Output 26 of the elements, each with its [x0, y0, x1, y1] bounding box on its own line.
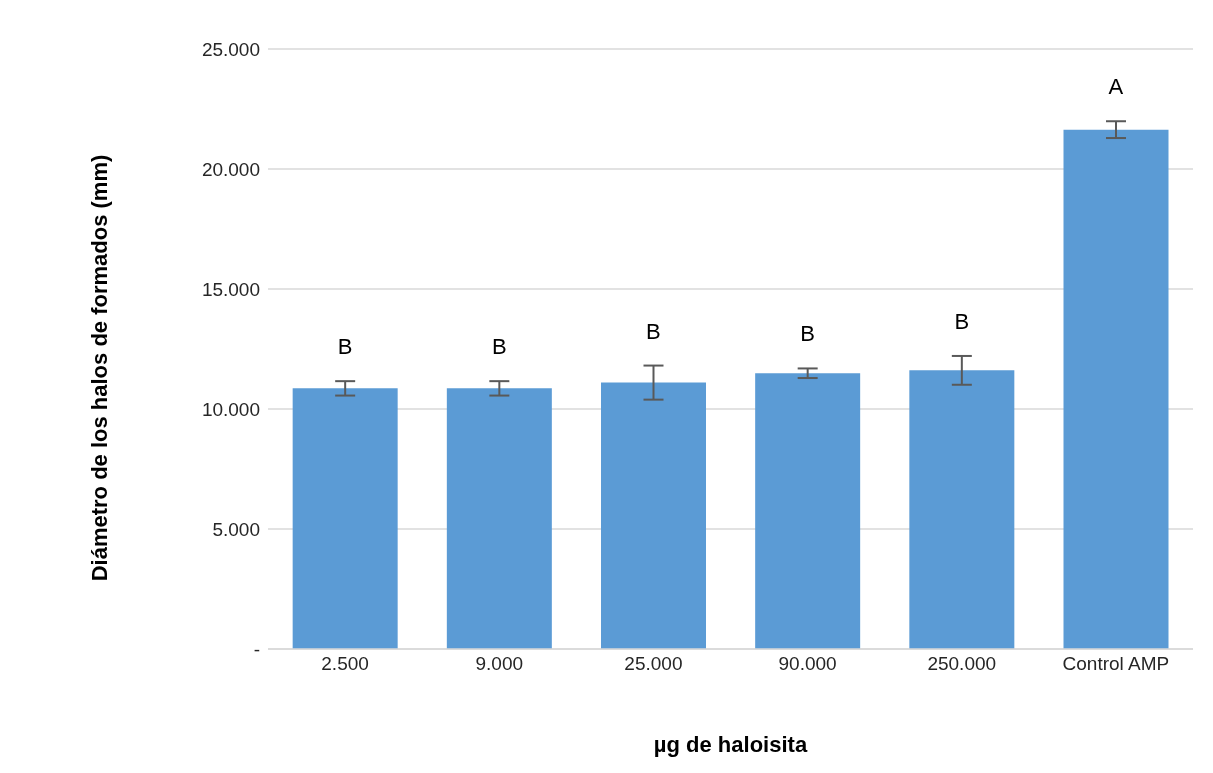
annotation: B	[954, 308, 970, 334]
bar	[1063, 129, 1169, 649]
bar	[755, 373, 861, 649]
bar	[601, 382, 706, 649]
y-tick-label: 10.000	[201, 398, 260, 420]
x-tick-label: 250.000	[927, 653, 997, 675]
x-tick-label: 2.500	[321, 653, 369, 675]
y-axis-title: Diámetro de los halos de formados (mm)	[87, 154, 113, 582]
x-tick-label: 25.000	[624, 653, 683, 675]
x-axis-title: µg de haloisita	[652, 732, 809, 758]
y-tick-label: -	[253, 638, 260, 660]
x-tick-label: 90.000	[778, 653, 837, 675]
y-tick-label: 20.000	[201, 158, 260, 180]
y-tick-label: 15.000	[201, 278, 260, 300]
bar	[292, 388, 398, 649]
annotation: B	[800, 321, 815, 347]
annotation: B	[491, 334, 507, 360]
annotation: B	[646, 318, 661, 344]
annotation: B	[337, 334, 353, 360]
x-tick-label: 9.000	[475, 653, 524, 675]
y-tick-label: 5.000	[212, 518, 260, 540]
annotation: A	[1108, 74, 1124, 100]
bar	[909, 370, 1015, 649]
x-tick-label: Control AMP	[1062, 653, 1170, 675]
y-tick-label: 25.000	[201, 38, 260, 60]
bar	[446, 388, 552, 649]
